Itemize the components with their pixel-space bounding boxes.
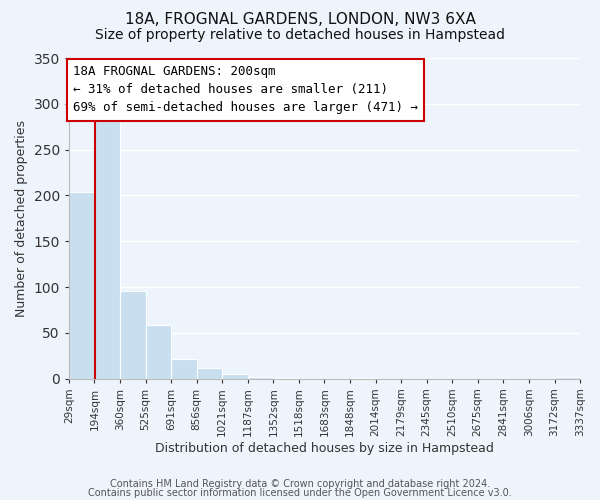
Text: Contains HM Land Registry data © Crown copyright and database right 2024.: Contains HM Land Registry data © Crown c… [110,479,490,489]
Bar [554,377,580,378]
Bar [248,377,274,378]
Text: Contains public sector information licensed under the Open Government Licence v3: Contains public sector information licen… [88,488,512,498]
Bar [120,290,146,378]
X-axis label: Distribution of detached houses by size in Hampstead: Distribution of detached houses by size … [155,442,494,455]
Bar [197,368,222,378]
Text: Size of property relative to detached houses in Hampstead: Size of property relative to detached ho… [95,28,505,42]
Bar [146,324,171,378]
Bar [69,192,94,378]
Text: 18A, FROGNAL GARDENS, LONDON, NW3 6XA: 18A, FROGNAL GARDENS, LONDON, NW3 6XA [125,12,475,28]
Bar [222,374,248,378]
Bar [171,360,197,378]
Bar [94,113,120,378]
Text: 18A FROGNAL GARDENS: 200sqm
← 31% of detached houses are smaller (211)
69% of se: 18A FROGNAL GARDENS: 200sqm ← 31% of det… [73,66,418,114]
Y-axis label: Number of detached properties: Number of detached properties [15,120,28,317]
